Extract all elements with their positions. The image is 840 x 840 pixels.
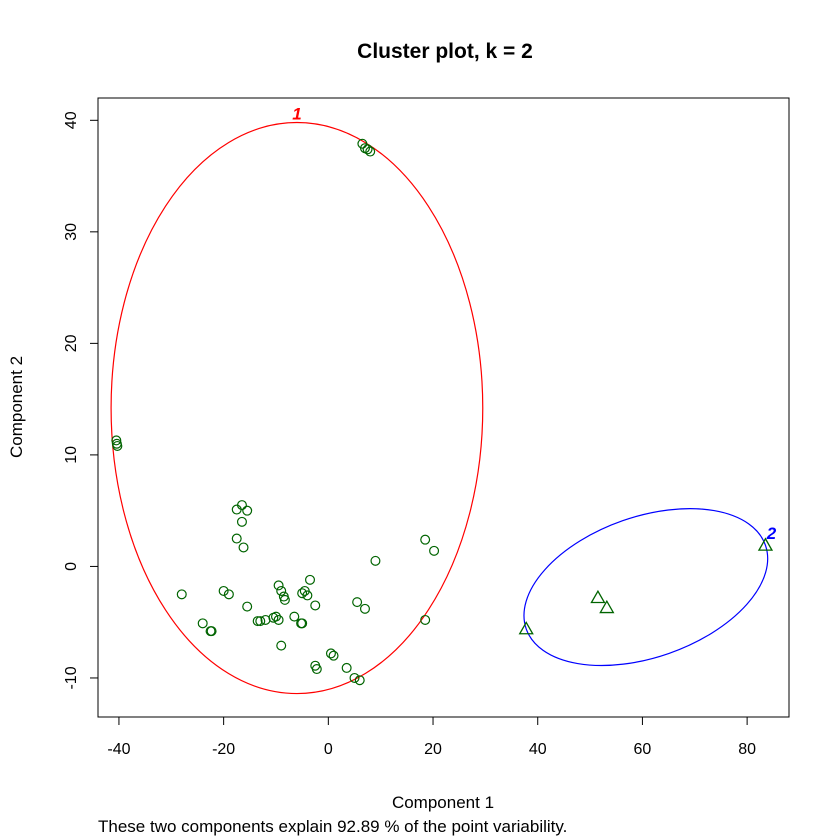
cluster-1-point <box>276 640 287 651</box>
cluster-2-point <box>518 621 534 635</box>
y-tick-label: 30 <box>63 223 80 241</box>
cluster-2-point <box>757 537 774 551</box>
cluster-2-ellipse <box>523 508 769 667</box>
cluster-1-point <box>236 516 247 527</box>
y-axis: -10 0 10 20 30 40 <box>63 111 99 690</box>
x-tick-label: -40 <box>107 741 130 758</box>
cluster-1-point <box>310 600 321 611</box>
cluster-1-point <box>341 662 352 673</box>
cluster-1-point <box>302 590 313 601</box>
cluster-1-point <box>289 611 300 622</box>
variability-caption: These two components explain 92.89 % of … <box>98 817 567 836</box>
cluster-1-point <box>231 504 242 515</box>
cluster-1-point <box>305 574 316 585</box>
cluster-1-point <box>370 555 381 566</box>
x-tick-label: -20 <box>212 741 235 758</box>
x-axis-label: Component 1 <box>392 793 494 812</box>
cluster-1-point <box>231 533 242 544</box>
cluster-1-point <box>270 611 281 622</box>
cluster-1-point <box>311 664 322 675</box>
cluster-1-point <box>325 648 336 659</box>
cluster-1-point <box>349 672 360 683</box>
y-axis-label: Component 2 <box>7 356 26 458</box>
y-tick-label: 10 <box>63 446 80 464</box>
cluster-1-point <box>112 440 123 451</box>
cluster-1-point <box>176 589 187 600</box>
cluster-2-label: 2 <box>766 524 777 543</box>
x-tick-label: 0 <box>324 741 333 758</box>
cluster-1-point <box>273 614 284 625</box>
cluster-1-point <box>238 542 249 553</box>
cluster-ellipses <box>110 121 769 695</box>
cluster-1-point <box>276 585 287 596</box>
y-tick-label: 20 <box>63 334 80 352</box>
cluster-1-point <box>352 597 363 608</box>
cluster-1-point <box>255 616 266 627</box>
cluster-1-point <box>197 618 208 629</box>
cluster-1-point <box>218 585 229 596</box>
cluster-2-point <box>599 599 615 614</box>
cluster-1-point <box>354 675 365 686</box>
x-tick-label: 40 <box>529 741 547 758</box>
cluster-1-point <box>223 589 234 600</box>
y-tick-label: 0 <box>63 562 80 571</box>
cluster-1-point <box>362 144 373 155</box>
cluster-1-label: 1 <box>292 105 301 124</box>
cluster-1-point <box>420 614 431 625</box>
cluster-1-point <box>242 601 253 612</box>
cluster-1-point <box>365 146 376 157</box>
cluster-1-point <box>242 505 253 516</box>
cluster-1-point <box>328 650 339 661</box>
cluster-1-point <box>297 618 308 629</box>
cluster-1-point <box>252 616 263 627</box>
cluster-1-point <box>273 580 284 591</box>
x-tick-label: 60 <box>634 741 652 758</box>
y-tick-label: -10 <box>63 666 80 689</box>
x-axis: -40 -20 0 20 40 60 80 <box>107 716 756 758</box>
cluster-labels: 12 <box>292 105 777 544</box>
plot-area-frame <box>97 97 790 718</box>
data-points <box>111 138 774 686</box>
cluster-1-point <box>111 435 122 446</box>
cluster-1-point <box>359 603 370 614</box>
cluster-1-point <box>297 588 308 599</box>
cluster-1-point <box>429 545 440 556</box>
x-tick-label: 80 <box>738 741 756 758</box>
cluster-1-point <box>279 594 290 605</box>
x-tick-label: 20 <box>424 741 442 758</box>
chart-title: Cluster plot, k = 2 <box>357 40 533 63</box>
cluster-1-point <box>206 626 217 637</box>
y-tick-label: 40 <box>63 111 80 129</box>
cluster-1-point <box>420 534 431 545</box>
cluster-1-ellipse <box>110 121 484 695</box>
cluster-2-point <box>590 589 606 604</box>
